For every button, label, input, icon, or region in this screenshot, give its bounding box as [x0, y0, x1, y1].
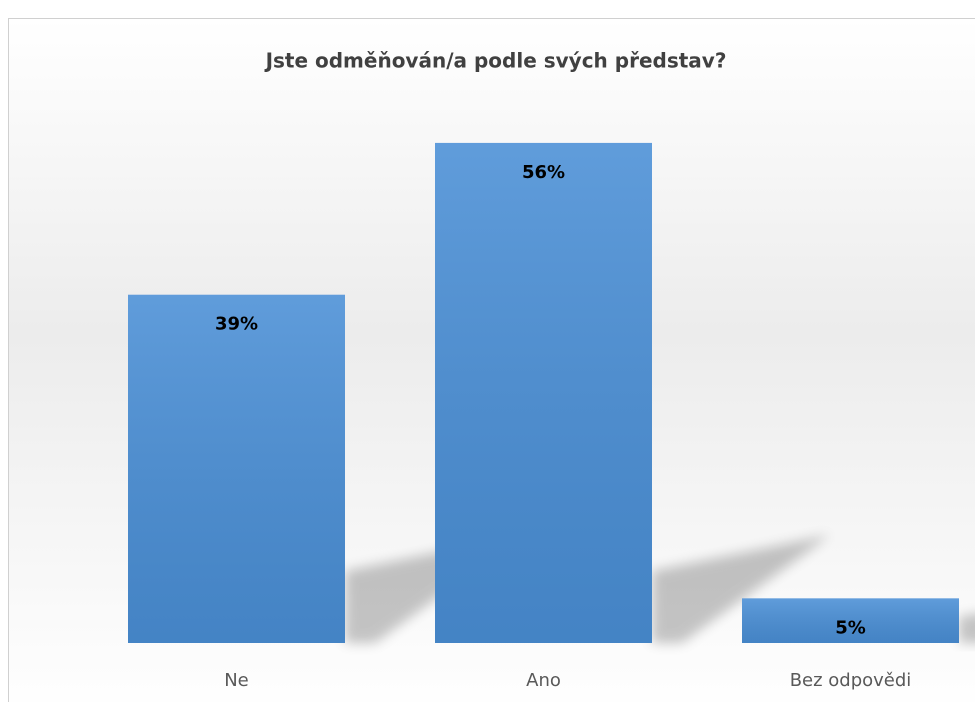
chart-title: Jste odměňován/a podle svých představ? — [264, 49, 727, 73]
data-label: 39% — [215, 314, 258, 335]
data-label: 5% — [835, 617, 866, 638]
bar-shadow — [652, 535, 830, 643]
x-tick-label: Ne — [224, 670, 249, 691]
bar-shade — [742, 598, 959, 643]
bar-shade — [128, 294, 345, 643]
bar-shade — [435, 142, 652, 644]
bar-shadow — [959, 614, 975, 643]
x-tick-label: Ano — [526, 670, 561, 691]
x-tick-label: Bez odpovědi — [790, 670, 912, 691]
data-label: 56% — [522, 162, 565, 183]
